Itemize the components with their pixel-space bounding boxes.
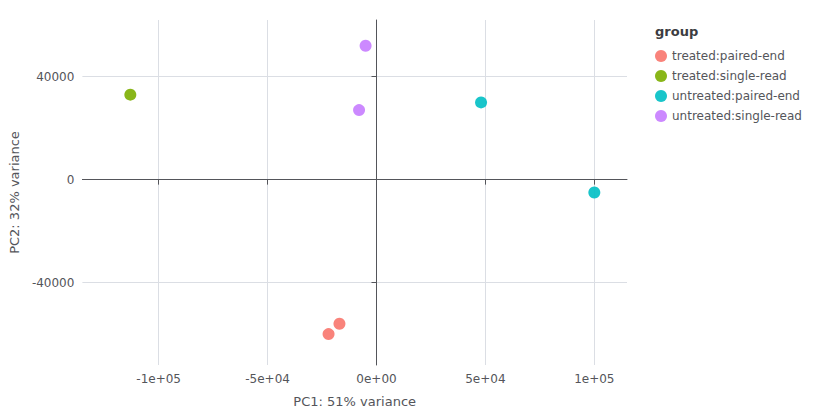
svg-text:group: group	[655, 24, 698, 39]
svg-text:-5e+04: -5e+04	[245, 372, 290, 386]
svg-text:0: 0	[67, 173, 75, 187]
svg-text:40000: 40000	[36, 70, 74, 84]
svg-text:untreated:paired-end: untreated:paired-end	[672, 89, 800, 103]
svg-text:-40000: -40000	[32, 276, 75, 290]
svg-text:1e+05: 1e+05	[574, 372, 614, 386]
svg-text:treated:paired-end: treated:paired-end	[672, 49, 785, 63]
svg-text:treated:single-read: treated:single-read	[672, 69, 787, 83]
svg-text:untreated:single-read: untreated:single-read	[672, 109, 802, 123]
svg-text:PC1: 51% variance: PC1: 51% variance	[293, 394, 416, 409]
svg-text:5e+04: 5e+04	[465, 372, 505, 386]
svg-text:PC2: 32% variance: PC2: 32% variance	[7, 131, 22, 254]
svg-text:0e+00: 0e+00	[356, 372, 396, 386]
svg-text:-1e+05: -1e+05	[136, 372, 181, 386]
